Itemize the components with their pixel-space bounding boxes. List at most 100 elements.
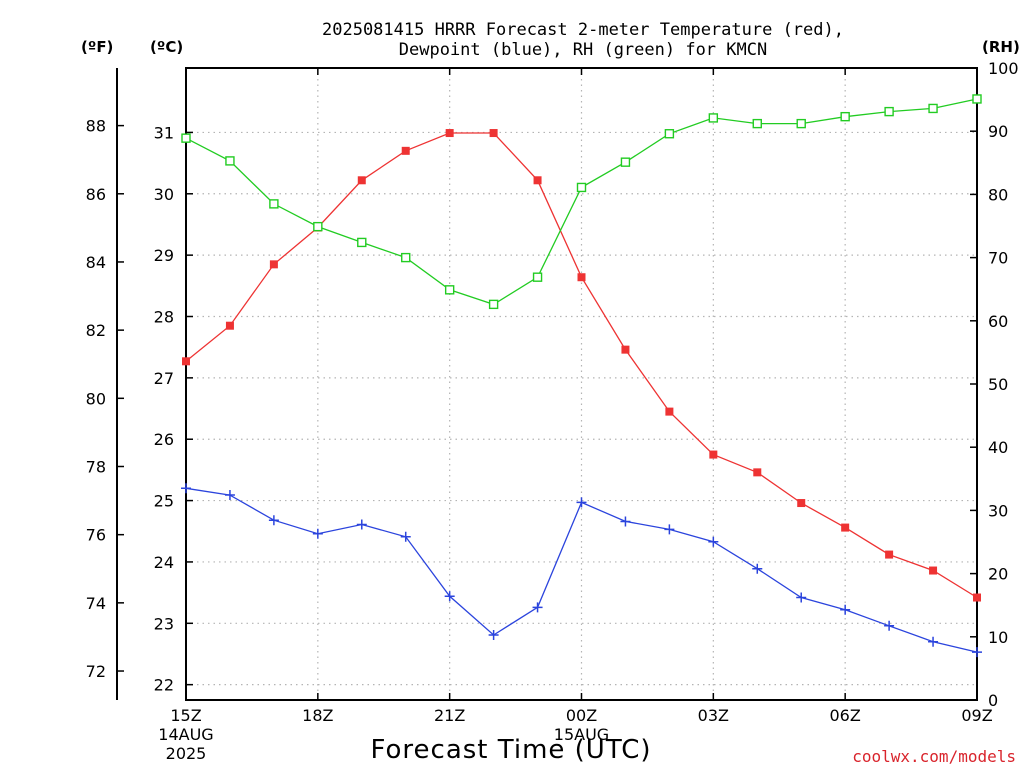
temperature-point <box>665 407 674 416</box>
temperature-point <box>401 146 410 155</box>
rh-point <box>313 221 323 232</box>
temperature-point <box>753 468 762 477</box>
rh-tick-label: 30 <box>988 501 1008 520</box>
dewpoint-point <box>532 602 543 613</box>
rh-point <box>357 237 367 248</box>
temperature-point <box>182 357 190 366</box>
temperature-point <box>357 176 366 185</box>
temperature-point <box>709 450 718 459</box>
dewpoint-point <box>620 516 631 527</box>
temperature-point <box>621 345 630 354</box>
chart-title-line-1: 2025081415 HRRR Forecast 2-meter Tempera… <box>322 20 844 40</box>
temperature-point <box>929 566 938 575</box>
rh-point <box>181 133 191 143</box>
rh-point <box>444 285 455 295</box>
dewpoint-point <box>972 647 982 658</box>
celsius-tick-label: 31 <box>154 123 174 142</box>
dewpoint-point <box>356 519 367 530</box>
dewpoint-point <box>752 563 763 574</box>
dewpoint-point <box>400 531 411 542</box>
chart-title: 2025081415 HRRR Forecast 2-meter Tempera… <box>322 20 844 60</box>
rh-point <box>269 199 279 209</box>
rh-point <box>576 182 587 193</box>
fahrenheit-tick-label: 86 <box>86 185 106 204</box>
dewpoint-point <box>664 524 675 535</box>
rh-tick-label: 70 <box>988 249 1008 268</box>
rh-tick-label: 0 <box>988 691 998 710</box>
fahrenheit-tick-label: 88 <box>86 117 106 136</box>
rh-point <box>840 111 850 122</box>
rh-point <box>972 94 982 104</box>
dewpoint-point <box>928 636 939 647</box>
dewpoint-point <box>576 497 587 508</box>
credit-label: coolwx.com/models <box>852 747 1016 766</box>
x-tick-label: 09Z <box>961 706 992 725</box>
dewpoint-point <box>884 620 895 631</box>
fahrenheit-tick-label: 82 <box>86 321 106 340</box>
temperature-point <box>269 260 278 269</box>
dewpoint-point <box>181 483 191 494</box>
fahrenheit-unit-label: (ºF) <box>81 38 113 56</box>
celsius-tick-label: 27 <box>154 369 174 388</box>
series-layer <box>181 94 982 658</box>
celsius-tick-label: 22 <box>154 676 174 695</box>
x-tick-label: 15AUG <box>554 725 609 744</box>
celsius-tick-label: 28 <box>154 308 174 327</box>
fahrenheit-tick-label: 80 <box>86 389 106 408</box>
rh-point <box>708 113 719 123</box>
temperature-point <box>885 550 894 559</box>
celsius-unit-label: (ºC) <box>150 38 183 56</box>
celsius-tick-label: 29 <box>154 246 174 265</box>
x-tick-label: 14AUG <box>158 725 213 744</box>
x-tick-label: 21Z <box>434 706 465 725</box>
fahrenheit-tick-label: 72 <box>86 662 106 681</box>
dewpoint-point <box>488 629 499 640</box>
rh-tick-label: 50 <box>988 375 1008 394</box>
celsius-tick-label: 25 <box>154 492 174 511</box>
dewpoint-point <box>840 604 851 615</box>
dewpoint-point <box>796 592 807 603</box>
temperature-point <box>841 523 850 532</box>
celsius-tick-label: 26 <box>154 430 174 449</box>
celsius-tick-label: 30 <box>154 185 174 204</box>
rh-tick-label: 40 <box>988 438 1008 457</box>
rh-point <box>884 106 894 117</box>
fahrenheit-tick-label: 74 <box>86 594 106 613</box>
x-tick-label: 03Z <box>698 706 729 725</box>
rh-point <box>752 118 762 129</box>
temperature-point <box>533 176 542 185</box>
x-tick-label: 15Z <box>170 706 201 725</box>
rh-point <box>488 299 499 310</box>
rh-tick-label: 90 <box>988 122 1008 141</box>
fahrenheit-tick-label: 78 <box>86 457 106 476</box>
rh-tick-label: 100 <box>988 59 1019 78</box>
dewpoint-point <box>708 536 719 547</box>
rh-point <box>401 252 411 263</box>
dewpoint-line <box>185 487 978 653</box>
dewpoint-point <box>224 490 235 501</box>
temperature-point <box>797 499 806 508</box>
rh-point <box>928 103 938 114</box>
rh-point <box>620 157 631 167</box>
rh-point <box>664 129 675 139</box>
gridlines <box>186 68 977 700</box>
temperature-point <box>973 593 981 602</box>
dewpoint-point <box>444 591 455 602</box>
fahrenheit-tick-label: 84 <box>86 253 106 272</box>
temperature-point <box>445 129 454 138</box>
celsius-tick-label: 24 <box>154 553 174 572</box>
rh-unit-label: (RH) <box>982 38 1020 56</box>
dewpoint-point <box>268 515 279 526</box>
rh-point <box>532 272 543 282</box>
rh-point <box>225 156 235 166</box>
x-tick-label: 18Z <box>302 706 333 725</box>
x-axis-label: Forecast Time (UTC) <box>370 735 651 765</box>
temperature-point <box>225 321 234 330</box>
temperature-point <box>577 273 586 282</box>
rh-tick-label: 80 <box>988 185 1008 204</box>
x-tick-label: 00Z <box>566 706 597 725</box>
rh-tick-label: 60 <box>988 312 1008 331</box>
x-tick-label: 06Z <box>830 706 861 725</box>
